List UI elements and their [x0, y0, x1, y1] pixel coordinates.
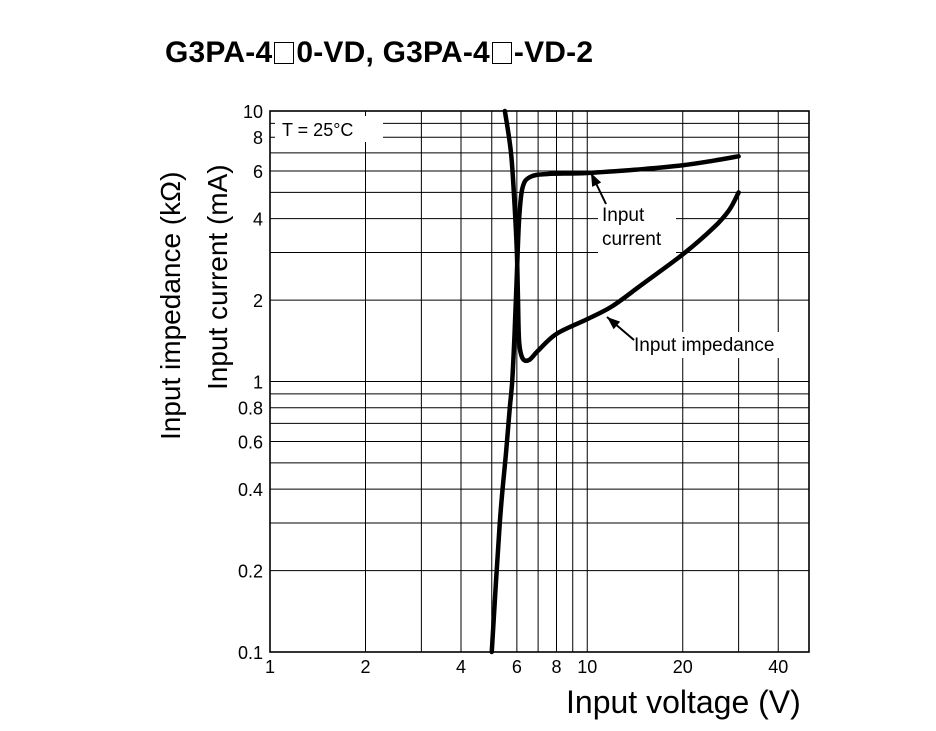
- x-axis-label: Input voltage (V): [566, 684, 801, 720]
- x-tick-label: 2: [360, 657, 370, 677]
- title-box-glyph-2: [491, 42, 512, 64]
- y-tick-label: 10: [243, 102, 263, 122]
- chart-title-part-1: G3PA-4: [165, 36, 273, 69]
- x-tick-label: 20: [673, 657, 693, 677]
- chart-title: G3PA-4 0-VD, G3PA-4 -VD-2: [165, 36, 593, 70]
- grid-lines: [269, 111, 810, 653]
- y-axis-label-outer: Input impedance (kΩ): [155, 171, 186, 440]
- x-tick-label: 1: [265, 657, 275, 677]
- title-box-glyph-1: [274, 42, 295, 64]
- plot-frame: [269, 110, 810, 653]
- y-tick-label: 4: [253, 210, 263, 230]
- condition-label: T = 25°C: [282, 120, 353, 140]
- y-tick-label: 0.8: [238, 399, 263, 419]
- y-tick-label: 6: [253, 162, 263, 182]
- annotation-impedance-arrow-head: [607, 317, 621, 330]
- y-tick-label: 2: [253, 291, 263, 311]
- x-tick-label: 10: [577, 657, 597, 677]
- series-line-input-impedance: [502, 108, 741, 364]
- x-tick-label: 8: [551, 657, 561, 677]
- annotation-impedance-background: [630, 332, 802, 358]
- y-tick-label: 0.2: [238, 562, 263, 582]
- y-tick-labels: 0.1 0.2 0.4 0.6 0.8 1 2 4 6 8 10: [238, 102, 263, 663]
- y-tick-label: 0.6: [238, 433, 263, 453]
- y-tick-label: 0.1: [238, 643, 263, 663]
- y-axis-label-inner: Input current (mA): [202, 164, 233, 390]
- y-tick-label: 0.4: [238, 480, 263, 500]
- annotation-current-arrow-head: [591, 173, 602, 187]
- chart-title-part-2: 0-VD, G3PA-4: [296, 36, 490, 69]
- chart-title-part-3: -VD-2: [513, 36, 594, 69]
- series-group: [489, 108, 741, 655]
- annotation-current-text-line: Input: [602, 205, 645, 226]
- x-tick-labels: 1 2 4 6 8 10 20 40: [265, 657, 788, 677]
- annotation-current-text-line: current: [602, 229, 662, 250]
- x-tick-label: 40: [768, 657, 788, 677]
- x-tick-label: 4: [456, 657, 466, 677]
- condition-label-background: [275, 116, 383, 142]
- annotation-current-background: [598, 203, 676, 253]
- y-tick-label: 1: [253, 373, 263, 393]
- annotation-group: T = 25°C Input current Input impedance: [275, 116, 802, 358]
- series-line-input-current: [489, 154, 741, 655]
- y-tick-label: 8: [253, 128, 263, 148]
- x-tick-label: 6: [512, 657, 522, 677]
- annotation-impedance-text: Input impedance: [634, 335, 775, 356]
